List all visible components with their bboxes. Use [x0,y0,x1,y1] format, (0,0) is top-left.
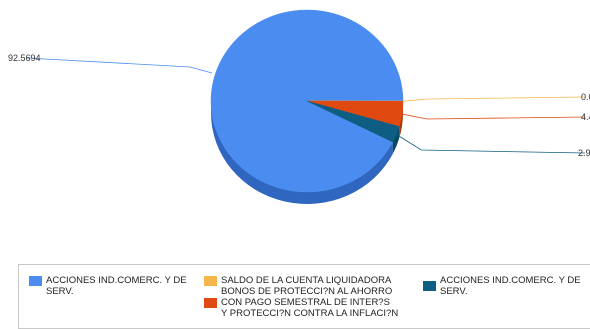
leader-line [396,134,586,154]
legend-item-saldo: SALDO DE LA CUENTA LIQUIDADORA [204,275,391,286]
legend-swatch [204,276,217,286]
data-label: 4.4 [581,112,590,122]
legend-label: ACCIONES IND.COMERC. Y DE SERV. [46,275,187,297]
leader-line [402,96,586,102]
legend-label: SALDO DE LA CUENTA LIQUIDADORA [221,275,392,286]
data-label: 92.5694 [8,53,41,63]
legend-label: BONOS DE PROTECCI?N AL AHORRO CON PAGO S… [221,286,399,319]
pie-slice-side [392,126,400,154]
legend-item-acciones-2: ACCIONES IND.COMERC. Y DE SERV. [423,275,581,297]
chart-legend: ACCIONES IND.COMERC. Y DE SERV. SALDO DE… [18,264,590,329]
leader-line [26,57,213,74]
legend-swatch [204,298,217,308]
data-label: 0.0 [581,92,590,102]
data-label: 2.90 [578,148,590,158]
legend-item-acciones-1: ACCIONES IND.COMERC. Y DE SERV. [29,275,187,297]
legend-item-bonos: BONOS DE PROTECCI?N AL AHORRO CON PAGO S… [204,286,398,319]
legend-swatch [423,281,436,291]
pie-chart: 92.5694 0.0 4.4 2.90 [8,9,590,204]
pie-slice [306,100,400,143]
legend-label: ACCIONES IND.COMERC. Y DE SERV. [440,275,581,297]
leader-line [401,113,586,120]
legend-swatch [29,276,42,286]
